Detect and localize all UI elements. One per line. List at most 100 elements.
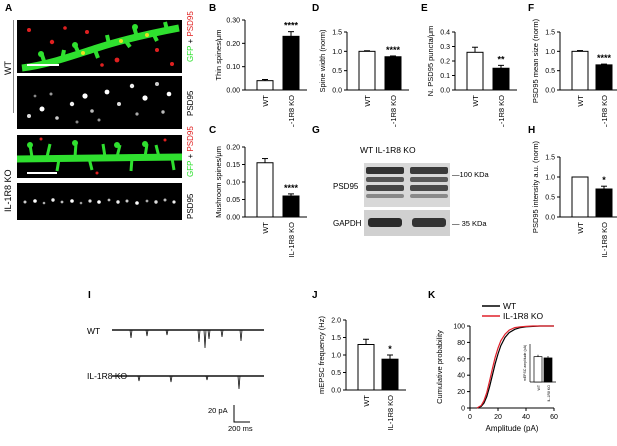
- y-tick-label-c: 0.00: [226, 215, 240, 222]
- category-label-b: IL-1R8 KO: [287, 95, 296, 127]
- blot-psd95-bands: [366, 167, 448, 198]
- scale-bar: [233, 405, 250, 423]
- y-tick-label-k: 40: [457, 373, 465, 380]
- y-tick-label-d: 0.0: [332, 88, 342, 95]
- category-label-c: IL-1R8 KO: [287, 222, 296, 258]
- panel-label-f: F: [528, 3, 535, 14]
- y-axis-label-d: Spine width (norm): [318, 29, 327, 92]
- panel-label-a: A: [5, 3, 13, 14]
- y-tick-label-e: 0.3: [440, 44, 450, 51]
- channel-label-wt-psd95: PSD95: [186, 90, 195, 116]
- significance-e: **: [497, 54, 505, 64]
- blot-psd95: [364, 163, 450, 207]
- inset-category-label: IL-1R8 KO: [547, 385, 551, 402]
- blot-marker-100: —100 KDa: [452, 170, 489, 179]
- group-label-wt: WT: [3, 61, 13, 75]
- y-tick-label-k: 0: [461, 406, 465, 413]
- category-label-h: IL-1R8 KO: [600, 222, 609, 258]
- y-tick-label-b: 0.10: [226, 64, 240, 71]
- channel-label-ko-psd95: PSD95: [186, 193, 195, 219]
- group-label-ko: IL-1R8 KO: [3, 169, 13, 212]
- y-tick-label-b: 0.20: [226, 41, 240, 48]
- y-tick-label-e: 0.1: [440, 73, 450, 80]
- panel-label-b: B: [209, 3, 217, 14]
- blot-label-psd95: PSD95: [333, 182, 359, 191]
- mepsc-traces: [112, 329, 264, 390]
- category-label-e: IL-1R8 KO: [497, 95, 506, 127]
- y-axis-label-h: PSD95 intensity a.u. (norm): [531, 140, 540, 233]
- y-tick-label-b: 0.30: [226, 18, 240, 25]
- micrograph-wt-gfp-image: [21, 21, 180, 72]
- micrograph-ko-gfp-image: [17, 137, 182, 175]
- significance-b: ****: [284, 21, 299, 31]
- gfp-label: GFP: [186, 45, 195, 62]
- y-tick-label-h: 0.5: [545, 195, 555, 202]
- y-tick-label-d: 0.5: [332, 68, 342, 75]
- micrograph-ko-gfp: [17, 135, 182, 178]
- significance-j: *: [388, 344, 392, 354]
- y-tick-label-e: 0.4: [440, 30, 450, 37]
- x-tick-label-k: 20: [494, 414, 502, 421]
- y-tick-label-j: 1.0: [331, 353, 341, 360]
- y-tick-label-f: 1.0: [545, 49, 555, 56]
- channel-label-ko-merge: GFP + PSD95: [186, 126, 195, 177]
- psd95-red-label-ko: PSD95: [186, 126, 195, 152]
- y-tick-label-c: 0.10: [226, 180, 240, 187]
- group-divider-wt: [13, 20, 14, 113]
- y-tick-label-j: 1.5: [331, 335, 341, 342]
- y-tick-label-j: 0.5: [331, 370, 341, 377]
- y-tick-label-c: 0.20: [226, 145, 240, 152]
- panel-label-g: G: [312, 125, 320, 136]
- bar-d-wt: [358, 50, 376, 91]
- category-label-c: WT: [261, 222, 270, 234]
- y-tick-label-k: 80: [457, 340, 465, 347]
- panel-label-h: H: [528, 125, 536, 136]
- psd95-red-label: PSD95: [186, 11, 195, 37]
- channel-label-wt-merge: GFP + PSD95: [186, 11, 195, 62]
- significance-d: ****: [386, 45, 401, 55]
- category-label-h: WT: [576, 222, 585, 234]
- series-line-ko: [476, 325, 554, 409]
- chart-psd95-size: 0.0 0.5 1.0 1.5 PSD95 mean size (norm) WT IL-1…: [531, 18, 617, 127]
- inset-bar-ko: [543, 357, 553, 383]
- significance-c: ****: [284, 183, 299, 193]
- x-tick-label-k: 60: [550, 414, 558, 421]
- y-tick-label-k: 60: [457, 356, 465, 363]
- bar-j-ko: [381, 358, 399, 391]
- blot-gapdh: [364, 210, 450, 236]
- significance-f: ****: [597, 53, 612, 63]
- bar-f-wt: [571, 50, 589, 91]
- panel-label-c: C: [209, 125, 217, 136]
- panel-label-k: K: [428, 290, 436, 301]
- y-tick-label-d: 1.5: [332, 30, 342, 37]
- chart-spine-width: 0.0 0.5 1.0 1.5 Spine width (norm) WT IL-1R8 K…: [318, 29, 409, 127]
- bar-e-ko: [492, 67, 510, 91]
- panel-label-d: D: [312, 3, 320, 14]
- y-tick-label-j: 2.0: [331, 318, 341, 325]
- x-axis-label-k: Amplitude (pA): [486, 424, 539, 433]
- inset-y-axis-label: mEPSC amplitude (pA): [523, 345, 527, 381]
- inset-category-label: WT: [537, 384, 541, 390]
- trace-label-ko: IL-1R8 KO: [87, 371, 128, 381]
- chart-cumulative-probability: 0 20 40 60 80 100 0 20 40 60 Amplitude (pA) Cumulat…: [435, 301, 558, 433]
- panel-label-j: J: [312, 290, 318, 301]
- gfp-label-ko: GFP: [186, 160, 195, 177]
- significance-h: *: [602, 175, 606, 185]
- trace-label-wt: WT: [87, 326, 101, 336]
- micrograph-wt-gfp: [17, 20, 182, 73]
- blot-gapdh-bands: [368, 218, 446, 227]
- category-label-f: WT: [576, 95, 585, 107]
- y-tick-label-b: 0.00: [226, 88, 240, 95]
- category-label-j: IL-1R8 KO: [386, 395, 395, 431]
- micrograph-wt-psd95: [17, 76, 182, 129]
- bar-d-ko: [384, 56, 402, 91]
- micrograph-wt-psd95-image: [27, 82, 172, 124]
- bar-b-ko: [282, 35, 300, 91]
- micrograph-ko-psd95-image: [23, 198, 176, 205]
- y-tick-label-c: 0.15: [226, 162, 240, 169]
- y-tick-label-f: 0.5: [545, 68, 555, 75]
- bar-c-wt: [256, 162, 274, 218]
- series-line-wt: [476, 325, 554, 409]
